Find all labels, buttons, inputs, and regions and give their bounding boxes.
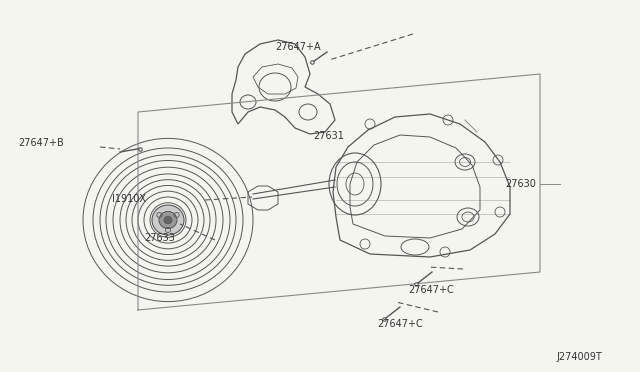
Text: 27630: 27630 [506,179,536,189]
Text: 27647+B: 27647+B [18,138,63,148]
Ellipse shape [159,212,177,228]
Text: 27633: 27633 [144,233,175,243]
Ellipse shape [164,216,172,224]
Text: 27647+C: 27647+C [378,319,423,328]
Text: 27647+C: 27647+C [408,285,454,295]
Text: 27631: 27631 [314,131,344,141]
Ellipse shape [152,205,184,235]
Text: I1910X: I1910X [112,194,146,204]
Text: 27647+A: 27647+A [275,42,321,51]
Text: J274009T: J274009T [557,352,602,362]
